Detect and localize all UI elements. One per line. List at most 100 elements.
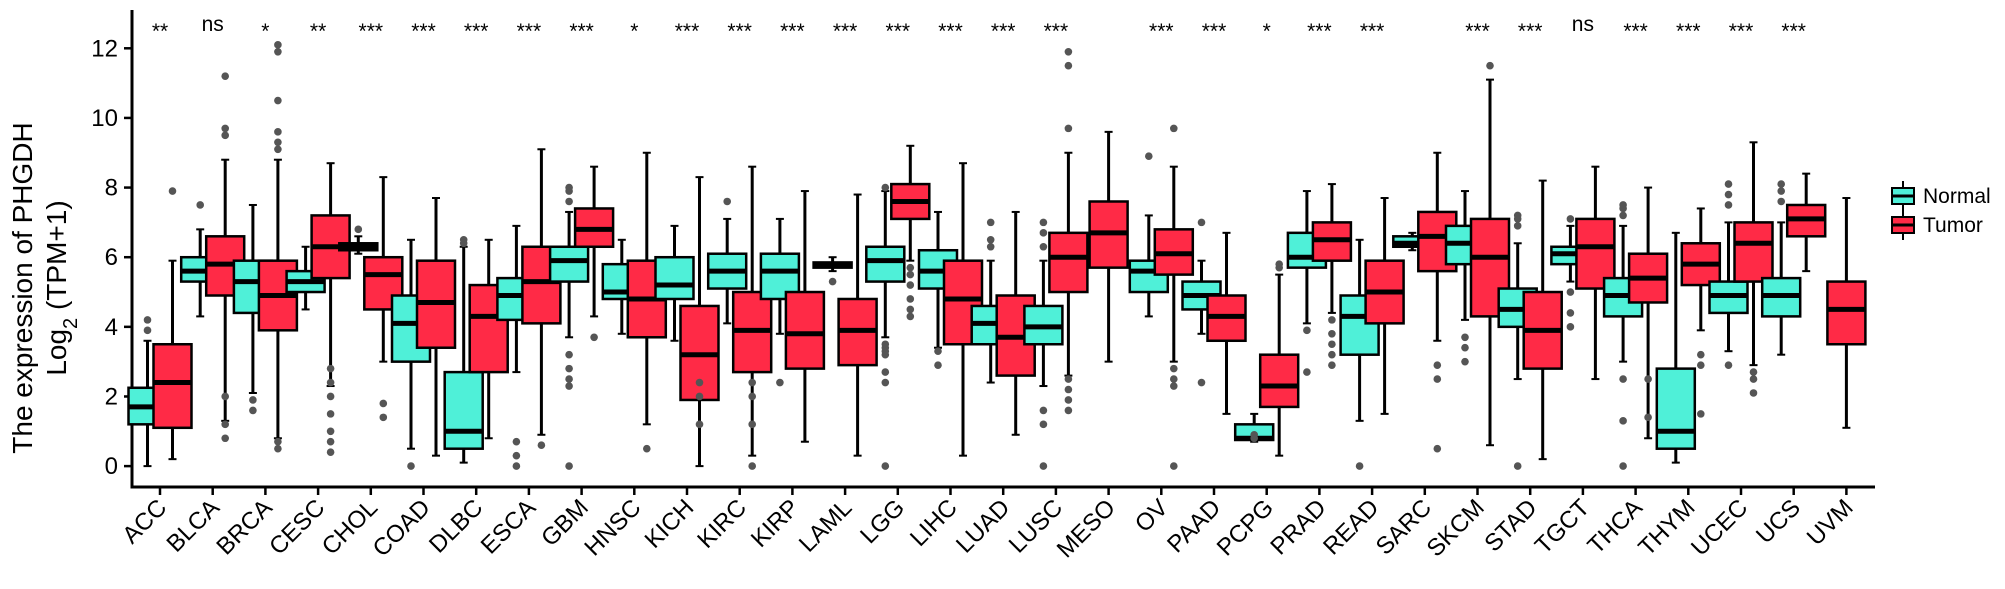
- box-tumor: [1153, 124, 1195, 470]
- outlier-point: [906, 305, 915, 314]
- outlier-point: [221, 131, 229, 140]
- outlier-point: [1749, 375, 1758, 383]
- outlier-point: [1170, 382, 1178, 390]
- box-tumor: [1417, 151, 1458, 453]
- box-tumor: [1469, 61, 1511, 447]
- box-iqr: [1826, 280, 1867, 346]
- outlier-point: [1566, 323, 1575, 331]
- outlier-point: [565, 364, 573, 373]
- significance-label: ***: [780, 20, 805, 43]
- category-chol: [338, 176, 404, 422]
- outlier-point: [1566, 288, 1575, 296]
- significance-label: ***: [1149, 20, 1174, 43]
- x-tick-label: ESCA: [476, 494, 541, 559]
- box-tumor: [1575, 165, 1616, 381]
- significance-label: ***: [1465, 20, 1490, 43]
- outlier-point: [1619, 375, 1627, 383]
- significance-label: ***: [359, 20, 384, 43]
- significance-label: ***: [517, 20, 542, 43]
- outlier-point: [1039, 420, 1048, 429]
- box-tumor: [1088, 130, 1129, 363]
- box-normal: [1233, 412, 1275, 443]
- outlier-point: [1170, 375, 1178, 383]
- outlier-point: [1513, 211, 1522, 220]
- category-ucs: [1760, 172, 1827, 356]
- outlier-point: [590, 333, 598, 342]
- outlier-point: [1170, 124, 1178, 133]
- box-tumor: [1258, 260, 1300, 457]
- box-tumor: [890, 144, 931, 321]
- x-tick-label: COAD: [368, 494, 436, 562]
- outlier-point: [326, 427, 335, 436]
- outlier-point: [565, 382, 573, 390]
- outlier-point: [1724, 361, 1733, 369]
- x-tick-label: UVM: [1802, 494, 1859, 551]
- category-prad: [1286, 183, 1353, 376]
- outlier-point: [1724, 180, 1733, 188]
- outlier-point: [748, 462, 756, 470]
- significance-label: ***: [1729, 20, 1754, 43]
- significance-label: *: [261, 20, 269, 43]
- x-tick-label: LAML: [794, 494, 857, 557]
- legend-label: Tumor: [1923, 214, 1983, 237]
- outlier-point: [1724, 201, 1733, 209]
- y-tick-label: 0: [105, 453, 118, 480]
- box-series: [127, 41, 1867, 470]
- box-iqr: [152, 342, 193, 430]
- outlier-point: [906, 295, 915, 303]
- outlier-point: [512, 451, 521, 460]
- category-stad: [1497, 179, 1563, 470]
- outlier-point: [986, 235, 995, 244]
- outlier-point: [1513, 222, 1522, 230]
- outlier-point: [1513, 462, 1522, 470]
- x-tick-label: BRCA: [211, 494, 277, 560]
- legend-entry-tumor: Tumor: [1891, 210, 1983, 240]
- outlier-point: [274, 138, 282, 147]
- x-tick-label: PCPG: [1212, 494, 1279, 561]
- outlier-point: [274, 47, 282, 56]
- box-iqr: [548, 245, 590, 283]
- box-iqr: [443, 370, 484, 450]
- box-iqr: [784, 290, 826, 370]
- outlier-point: [828, 277, 837, 286]
- outlier-point: [459, 235, 468, 244]
- outlier-point: [1355, 462, 1364, 470]
- outlier-point: [881, 340, 890, 349]
- outlier-point: [776, 378, 784, 387]
- x-tick-label: UCEC: [1686, 494, 1753, 561]
- box-tumor: [1826, 197, 1867, 429]
- box-tumor: [415, 197, 457, 457]
- x-tick-label: SKCM: [1422, 494, 1490, 562]
- y-tick-label: 4: [105, 314, 118, 341]
- outlier-point: [1644, 375, 1652, 383]
- outlier-point: [1039, 462, 1048, 470]
- x-tick-label: OV: [1130, 494, 1174, 538]
- outlier-point: [1433, 375, 1442, 383]
- box-tumor: [837, 193, 878, 457]
- significance-label: ns: [1572, 13, 1594, 36]
- category-read: [1339, 197, 1405, 470]
- box-normal: [1023, 218, 1064, 470]
- significance-label: ***: [1360, 20, 1385, 43]
- x-tick-label: HNSC: [579, 494, 646, 561]
- outlier-point: [1461, 333, 1469, 342]
- significance-label: ***: [1623, 20, 1648, 43]
- x-tick-label: PRAD: [1265, 494, 1331, 560]
- box-iqr: [1655, 367, 1697, 450]
- outlier-point: [906, 270, 915, 279]
- box-tumor: [1785, 172, 1827, 273]
- outlier-point: [643, 444, 651, 453]
- significance-label: ***: [411, 20, 436, 43]
- outlier-point: [1724, 190, 1733, 199]
- outlier-point: [1064, 406, 1073, 415]
- outlier-point: [168, 187, 177, 195]
- significance-label: *: [630, 20, 638, 43]
- x-tick-label: THYM: [1633, 494, 1700, 561]
- box-tumor: [1627, 186, 1669, 440]
- outlier-point: [695, 378, 704, 387]
- outlier-point: [274, 145, 282, 154]
- outlier-point: [695, 392, 704, 401]
- outlier-point: [695, 420, 704, 429]
- box-normal: [865, 183, 906, 470]
- outlier-point: [1039, 229, 1048, 237]
